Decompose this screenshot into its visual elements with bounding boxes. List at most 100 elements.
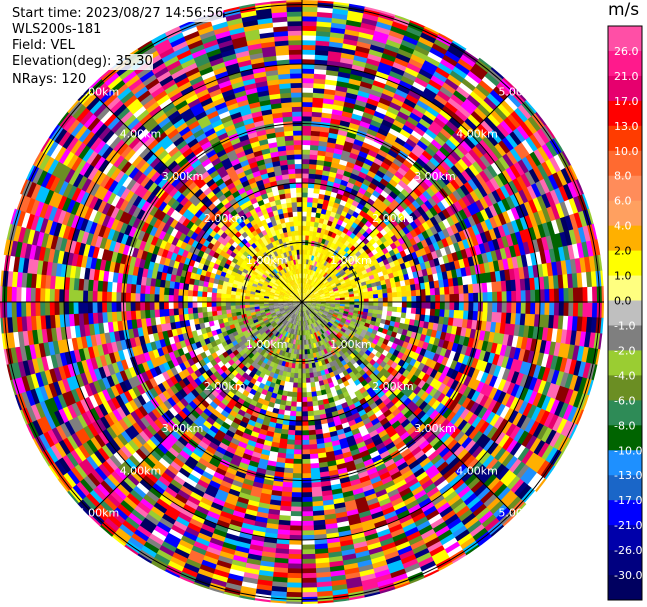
sweep-gate (374, 398, 384, 407)
sweep-gate (347, 518, 362, 526)
sweep-gate (220, 305, 227, 311)
sweep-gate (310, 306, 315, 310)
sweep-gate (550, 355, 559, 371)
sweep-gate (278, 404, 286, 411)
sweep-gate (293, 349, 297, 355)
sweep-gate (318, 329, 323, 336)
sweep-gate (290, 348, 295, 355)
sweep-gate (406, 413, 417, 423)
sweep-gate (289, 530, 302, 536)
sweep-gate (501, 368, 511, 382)
sweep-gate (319, 317, 325, 322)
sweep-gate (292, 387, 298, 393)
sweep-gate (101, 301, 108, 313)
sweep-gate (302, 316, 304, 322)
sweep-gate (298, 316, 301, 322)
sweep-gate (449, 498, 464, 511)
sweep-gate (344, 504, 358, 512)
sweep-gate (467, 442, 480, 456)
sweep-gate (295, 420, 302, 427)
sweep-gate (277, 389, 284, 396)
sweep-gate (308, 343, 312, 350)
sweep-gate (317, 447, 326, 454)
sweep-gate (394, 457, 406, 468)
sweep-gate (471, 368, 481, 381)
sweep-gate (425, 302, 431, 310)
sweep-gate (381, 506, 396, 516)
sweep-gate (517, 447, 530, 463)
sweep-gate (377, 306, 384, 311)
sweep-gate (368, 390, 378, 399)
sweep-gate (330, 344, 336, 351)
sweep-gate (467, 413, 478, 426)
sweep-gate (377, 310, 383, 315)
sweep-gate (321, 394, 328, 401)
sweep-gate (309, 372, 314, 379)
sweep-gate (307, 415, 315, 422)
sweep-gate (513, 324, 521, 337)
sweep-gate (454, 463, 468, 477)
sweep-gate (373, 386, 382, 395)
sweep-gate (287, 558, 302, 565)
sweep-gate (373, 519, 388, 529)
sweep-gate (420, 501, 435, 513)
sweep-gate (296, 320, 299, 326)
sweep-gate (307, 353, 311, 360)
sweep-gate (311, 323, 316, 329)
sweep-gate (451, 478, 465, 492)
sweep-gate (377, 327, 384, 334)
sweep-gate (491, 353, 501, 366)
sweep-gate (371, 454, 383, 464)
sweep-gate (483, 474, 497, 488)
sweep-gate (392, 501, 406, 512)
sweep-gate (478, 451, 491, 466)
sweep-gate (503, 472, 517, 488)
sweep-gate (287, 362, 293, 369)
sweep-gate (541, 381, 552, 397)
sweep-gate (306, 302, 312, 304)
sweep-gate (379, 537, 395, 548)
sweep-gate (0, 301, 3, 318)
sweep-gate (301, 558, 316, 565)
sweep-gate (550, 384, 561, 401)
sweep-gate (30, 301, 36, 317)
sweep-gate (288, 425, 296, 431)
sweep-gate (414, 397, 425, 408)
sweep-gate (488, 387, 498, 400)
sweep-gate (420, 302, 427, 309)
sweep-gate (280, 395, 288, 402)
sweep-gate (361, 329, 368, 335)
sweep-gate (400, 518, 415, 529)
sweep-gate (73, 301, 79, 314)
sweep-gate (429, 423, 441, 434)
sweep-gate (493, 483, 508, 499)
sweep-gate (301, 563, 316, 569)
sweep-gate (474, 448, 488, 463)
sweep-gate (283, 381, 290, 387)
sweep-gate (310, 472, 321, 479)
sweep-gate (301, 392, 307, 398)
sweep-gate (428, 387, 439, 398)
sweep-gate (313, 327, 318, 333)
sweep-gate (304, 311, 306, 317)
sweep-gate (376, 493, 390, 503)
sweep-gate (454, 302, 460, 311)
sweep-gate (325, 527, 339, 535)
sweep-gate (274, 398, 282, 405)
sweep-gate (306, 349, 311, 355)
sweep-gate (572, 302, 579, 318)
sweep-gate (111, 301, 117, 312)
sweep-gate (409, 539, 426, 551)
sweep-gate (379, 450, 391, 460)
sweep-gate (573, 360, 582, 377)
sweep-gate (318, 310, 324, 315)
sweep-gate (277, 447, 287, 454)
sweep-gate (326, 455, 336, 463)
sweep-gate (288, 549, 302, 555)
sweep-gate (239, 527, 254, 536)
sweep-gate (479, 360, 488, 373)
sweep-gate (413, 368, 422, 378)
sweep-gate (530, 302, 536, 315)
sweep-gate (313, 332, 318, 338)
sweep-gate (332, 313, 338, 318)
